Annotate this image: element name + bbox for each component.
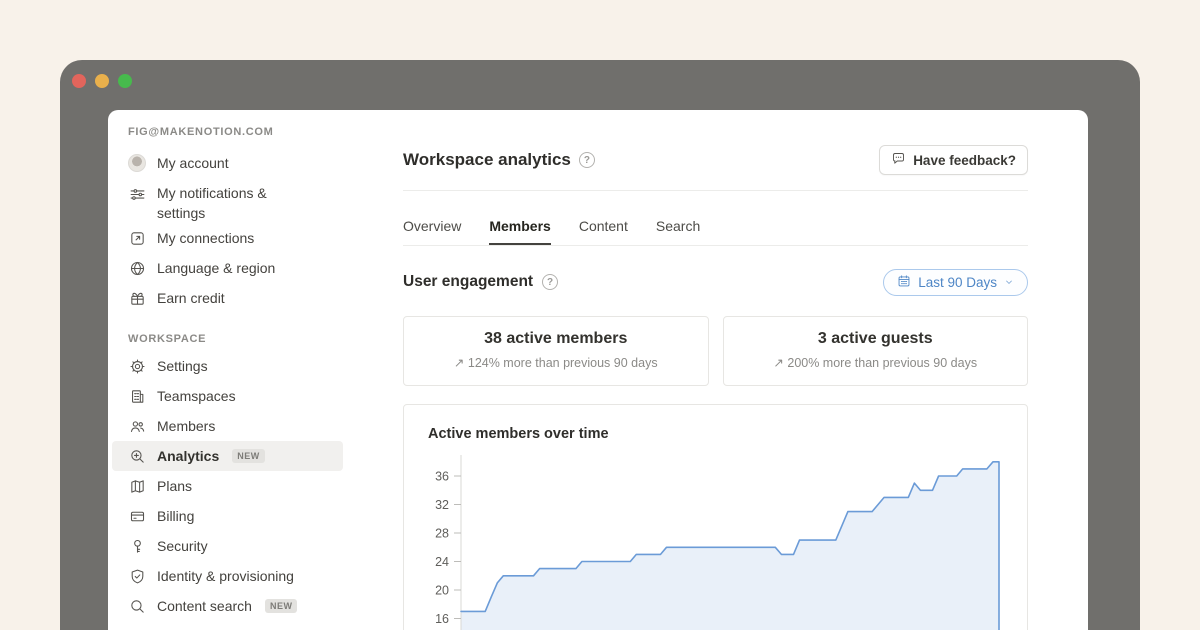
building-icon: [128, 387, 146, 405]
sidebar-item-earn-credit[interactable]: Earn credit: [108, 283, 343, 313]
active-guests-trend: ↗ 200% more than previous 90 days: [773, 356, 978, 370]
sidebar-item-identity-provisioning[interactable]: Identity & provisioning: [108, 561, 343, 591]
svg-text:24: 24: [435, 555, 449, 569]
tab-content[interactable]: Content: [578, 218, 628, 234]
analytics-tabs: Overview Members Content Search: [403, 218, 1028, 246]
date-range-selector[interactable]: Last 90 Days: [883, 268, 1028, 296]
gift-icon: [128, 289, 146, 307]
header-divider: [403, 190, 1028, 191]
help-icon[interactable]: ?: [578, 152, 595, 168]
new-badge: NEW: [232, 449, 265, 463]
sidebar-item-content-search[interactable]: Content search NEW: [108, 591, 343, 621]
sidebar-item-my-account[interactable]: My account: [108, 148, 343, 178]
user-engagement-title: User engagement ?: [403, 273, 559, 291]
calendar-icon: [897, 274, 911, 291]
chevron-down-icon: [1004, 275, 1014, 290]
settings-sidebar: FIG@MAKENOTION.COM My account My notific…: [108, 110, 343, 630]
active-members-value: 38 active members: [484, 330, 628, 347]
settings-modal: FIG@MAKENOTION.COM My account My notific…: [108, 110, 1088, 630]
tab-members[interactable]: Members: [489, 218, 550, 245]
close-button[interactable]: [72, 74, 86, 88]
help-icon[interactable]: ?: [542, 274, 559, 290]
window-frame: FIG@MAKENOTION.COM My account My notific…: [60, 60, 1140, 630]
shield-check-icon: [128, 567, 146, 585]
key-icon: [128, 537, 146, 555]
magnifier-plus-icon: [128, 447, 146, 465]
avatar: [128, 154, 146, 172]
svg-text:36: 36: [435, 470, 449, 484]
feedback-bubble-icon: [891, 151, 906, 169]
svg-text:32: 32: [435, 498, 449, 512]
sidebar-item-members[interactable]: Members: [108, 411, 343, 441]
tab-search[interactable]: Search: [655, 218, 701, 234]
active-guests-value: 3 active guests: [817, 330, 933, 347]
page-title: Workspace analytics ?: [403, 150, 595, 170]
svg-text:16: 16: [435, 612, 449, 626]
zoom-button[interactable]: [118, 74, 132, 88]
active-members-card: 38 active members ↗ 124% more than previ…: [403, 316, 709, 386]
sidebar-item-notifications-settings[interactable]: My notifications & settings: [108, 178, 343, 223]
sidebar-item-settings[interactable]: Settings: [108, 351, 343, 381]
sidebar-item-language-region[interactable]: Language & region: [108, 253, 343, 283]
sidebar-item-teamspaces[interactable]: Teamspaces: [108, 381, 343, 411]
people-icon: [128, 417, 146, 435]
active-members-chart-card: Active members over time 16 20 24 28 32 36: [403, 404, 1028, 630]
window-controls: [72, 74, 132, 88]
minimize-button[interactable]: [95, 74, 109, 88]
globe-icon: [128, 259, 146, 277]
engagement-stat-cards: 38 active members ↗ 124% more than previ…: [403, 316, 1028, 386]
sidebar-item-my-connections[interactable]: My connections: [108, 223, 343, 253]
svg-text:28: 28: [435, 527, 449, 541]
sliders-icon: [128, 185, 146, 203]
svg-text:20: 20: [435, 584, 449, 598]
active-members-trend: ↗ 124% more than previous 90 days: [453, 356, 658, 370]
analytics-main-panel: Workspace analytics ? Have feedback? Ove…: [403, 110, 1028, 630]
active-members-area-chart: 16 20 24 28 32 36: [435, 455, 1000, 630]
account-email: FIG@MAKENOTION.COM: [128, 126, 274, 138]
sidebar-item-security[interactable]: Security: [108, 531, 343, 561]
workspace-section-label: WORKSPACE: [128, 333, 207, 345]
credit-card-icon: [128, 507, 146, 525]
chart-title: Active members over time: [428, 426, 609, 442]
have-feedback-button[interactable]: Have feedback?: [879, 145, 1028, 175]
gear-icon: [128, 357, 146, 375]
sidebar-item-plans[interactable]: Plans: [108, 471, 343, 501]
active-guests-card: 3 active guests ↗ 200% more than previou…: [722, 316, 1028, 386]
arrow-square-icon: [128, 229, 146, 247]
map-icon: [128, 477, 146, 495]
new-badge: NEW: [264, 599, 298, 613]
search-icon: [128, 597, 146, 615]
sidebar-item-analytics[interactable]: Analytics NEW: [112, 441, 343, 471]
tab-overview[interactable]: Overview: [403, 218, 462, 234]
sidebar-item-billing[interactable]: Billing: [108, 501, 343, 531]
